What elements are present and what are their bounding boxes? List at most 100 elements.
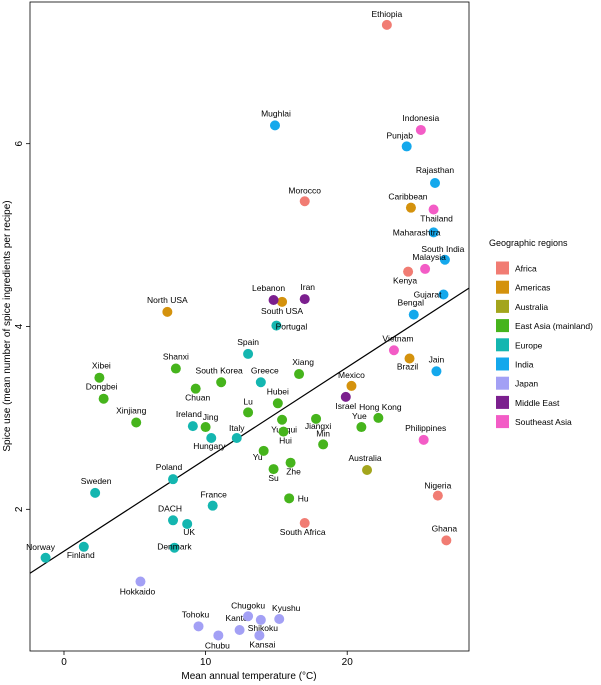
data-point [78,541,89,552]
point-label: South Africa [280,527,326,537]
point-label: Yue [352,411,367,421]
data-point [190,383,201,394]
data-point [340,391,351,402]
point-label: Spain [237,337,259,347]
data-point [200,422,211,433]
data-point [168,515,179,526]
legend-label: Australia [515,302,548,312]
data-point [432,490,443,501]
legend-swatch [496,357,509,371]
point-label: Shanxi [163,352,189,362]
point-label: Chubu [205,640,230,650]
point-label: South India [421,244,464,254]
data-point [213,630,224,641]
point-label: Caribbean [388,192,427,202]
data-point [169,542,180,553]
legend-label: Europe [515,340,543,350]
x-axis-label: Mean annual temperature (°C) [181,671,316,682]
legend-swatch [496,319,509,333]
data-point [268,294,279,305]
legend-label: Southeast Asia [515,417,572,427]
point-label: Finland [67,550,95,560]
legend-swatch [496,338,509,352]
data-point [346,380,357,391]
legend-swatch [496,299,509,313]
legend-label: Americas [515,283,550,293]
point-label: Jain [429,354,445,364]
data-point [162,306,173,317]
data-point [318,439,329,450]
point-label: Maharashtra [393,227,441,237]
point-label: Denmark [157,542,192,552]
data-point [362,465,373,476]
point-label: Italy [229,423,245,433]
point-label: Hong Kong [359,402,402,412]
data-point [299,294,310,305]
data-point [274,614,285,625]
data-point [272,398,283,409]
plot-frame [29,1,470,652]
data-point [277,296,288,307]
point-label: Min [316,428,330,438]
data-point [299,518,310,529]
point-label: Yu [253,452,263,462]
point-label: South USA [261,306,303,316]
point-label: Hokkaido [120,587,156,597]
point-label: Su [268,473,279,483]
point-label: North USA [147,295,188,305]
point-label: Indonesia [402,113,439,123]
data-point [216,377,227,388]
chart-marks: Ethiopia Morocco Kenya Nigeria Ghana South Af… [26,9,470,650]
point-label: Xiang [292,357,314,367]
data-point [254,630,265,641]
data-point [438,289,449,300]
point-label: Hui [279,436,292,446]
data-point [415,124,426,135]
legend-title: Geographic regions [489,238,568,248]
point-label: Rajasthan [416,165,455,175]
point-label: Vietnam [382,333,413,343]
point-label: Bengal [398,298,425,308]
point-label: Kyushu [272,603,301,613]
data-point [187,421,198,432]
point-label: Brazil [397,361,418,371]
point-label: France [200,490,227,500]
data-point [206,433,217,444]
data-point [388,345,399,356]
data-point [271,320,282,331]
data-point [299,196,310,207]
data-point [255,614,266,625]
point-label: Ethiopia [372,9,403,19]
point-label: Xinjiang [116,405,147,415]
point-label: Norway [26,542,56,552]
point-label: UK [183,527,195,537]
data-point [40,552,51,563]
point-label: Iran [300,282,315,292]
data-point [356,422,367,433]
point-label: Zhe [286,467,301,477]
y-axis-label: Spice use (mean number of spice ingredie… [2,200,13,451]
data-point [401,141,412,152]
data-point [405,202,416,213]
point-label: Portugal [276,322,308,332]
point-label: Kanto [225,613,247,623]
point-label: Hubei [267,386,289,396]
point-label: Thailand [420,213,453,223]
point-label: Nigeria [424,481,451,491]
point-label: Kansai [249,639,275,649]
y-tick-label: 2 [14,506,25,512]
legend-swatch [496,415,509,429]
regression-line [29,287,470,574]
x-tick-label: 10 [200,657,212,668]
legend-label: Middle East [515,398,560,408]
data-point [243,407,254,418]
data-point [234,624,245,635]
point-label: DACH [158,503,182,513]
point-label: Lu [243,396,253,406]
data-point [284,493,295,504]
point-label: Ghana [432,523,458,533]
point-label: Sweden [81,476,112,486]
data-point [381,19,392,30]
data-point [207,500,218,511]
data-point [373,412,384,423]
